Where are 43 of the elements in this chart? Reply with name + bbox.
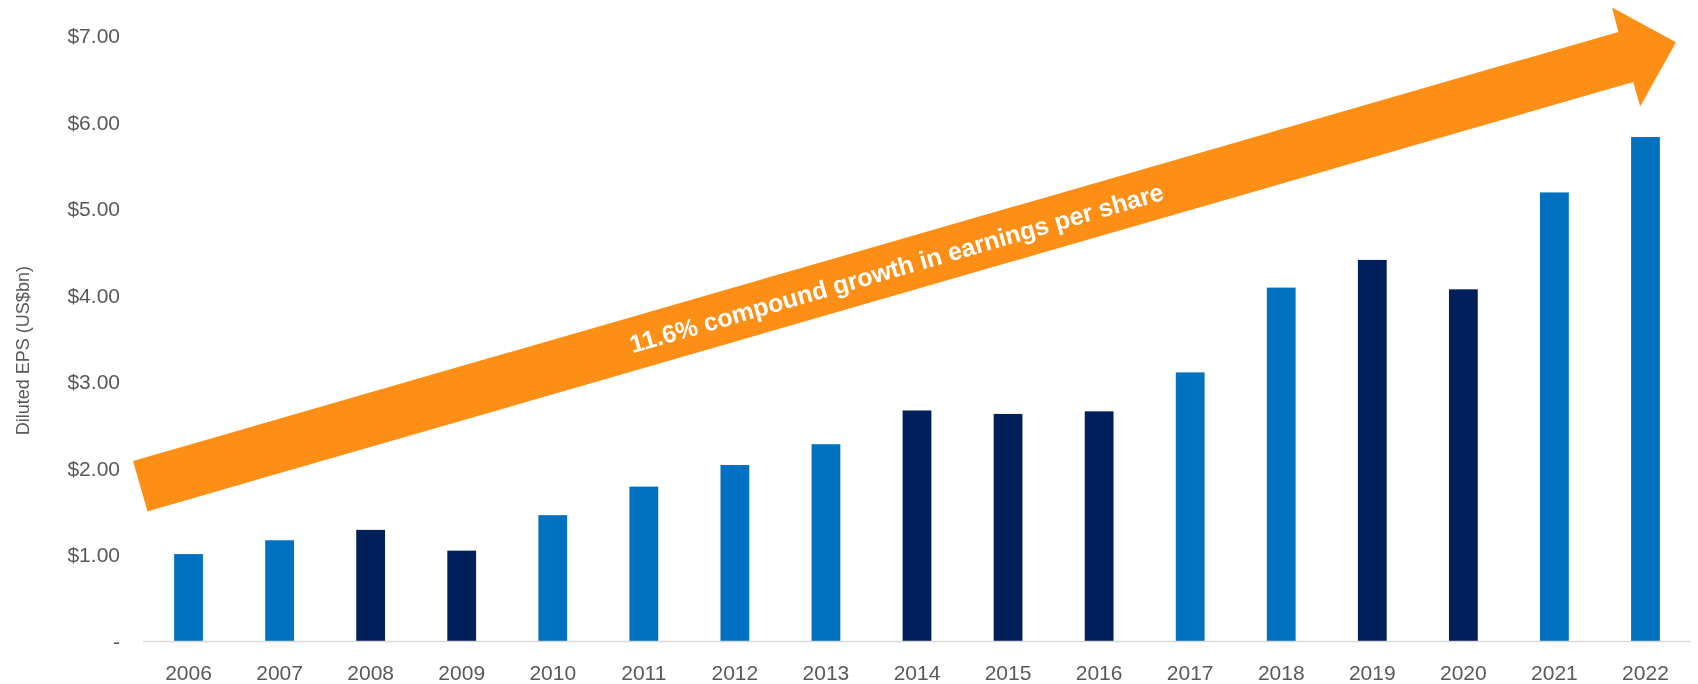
bar [902,410,932,642]
x-tick-label: 2012 [711,660,759,684]
y-tick-label: $4.00 [67,283,120,307]
bar [1448,289,1478,642]
y-tick-label: $6.00 [67,110,120,134]
bar [356,529,386,642]
y-tick-label: $3.00 [67,370,120,394]
x-tick-label: 2008 [347,660,395,684]
bar [1175,372,1205,642]
x-tick-label: 2009 [438,660,486,684]
x-tick-label: 2016 [1075,660,1123,684]
x-tick-label: 2010 [529,660,577,684]
y-axis-title: Diluted EPS (US$bn) [13,266,33,436]
bar [1540,192,1569,642]
x-tick-label: 2014 [893,660,941,684]
bar [1266,287,1296,642]
bar [265,540,294,642]
bar [1631,137,1660,642]
x-tick-label: 2018 [1257,660,1305,684]
y-tick-label: - [113,630,120,653]
y-tick-label: $5.00 [67,197,120,221]
x-tick-label: 2015 [984,660,1032,684]
x-tick-label: 2006 [165,660,212,684]
bar [720,464,750,642]
x-tick-label: 2021 [1531,660,1578,684]
bar [629,486,659,642]
x-tick-label: 2022 [1622,660,1669,684]
x-tick-label: 2017 [1166,660,1214,684]
x-tick-label: 2019 [1348,660,1396,684]
bar [447,550,477,642]
bar [811,444,841,642]
y-tick-label: $2.00 [67,456,120,480]
x-tick-label: 2013 [802,660,850,684]
bar [993,413,1023,642]
bar [1084,411,1114,642]
x-tick-label: 2007 [256,660,303,684]
x-tick-label: 2011 [621,660,667,684]
bar [1357,259,1387,642]
bar [538,515,568,642]
x-tick-label: 2020 [1439,660,1487,684]
bar [174,554,203,642]
y-tick-label: $7.00 [67,24,120,48]
y-tick-label: $1.00 [67,543,120,567]
